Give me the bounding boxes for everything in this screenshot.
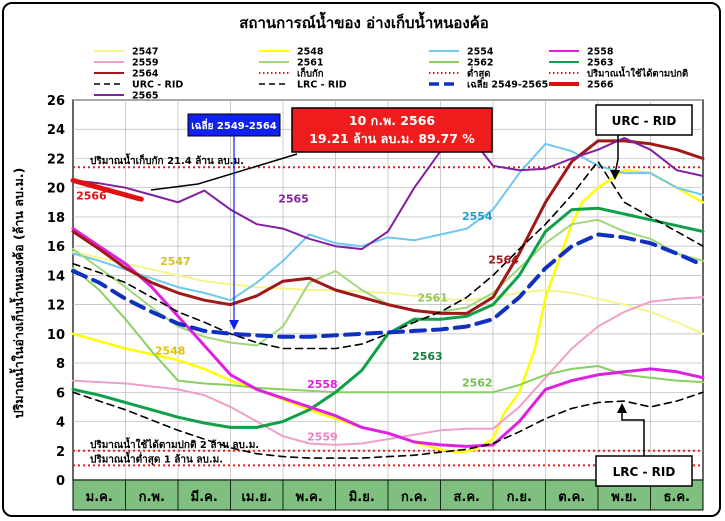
x-tick-label: พ.ค.	[296, 490, 323, 505]
legend-label: ต่ำสุด	[467, 66, 490, 80]
series-labels: 2566 2565 2554 2547 2564 2561 2548 2563 2558 2562…	[76, 189, 519, 443]
current-date-text: 10 ก.พ. 2566	[349, 113, 435, 128]
chart-title: สถานการณ์น้ำของ อ่างเก็บน้ำหนองค้อ	[239, 11, 489, 32]
series-line-2562	[72, 267, 704, 394]
average-arrowhead	[229, 320, 239, 330]
series-line-2558	[71, 227, 705, 448]
current-value-box	[291, 107, 493, 153]
series-label-2558: 2558	[307, 378, 338, 391]
legend-label: 2554	[467, 47, 494, 58]
reference-line-label: ปริมาณน้ำใช้ได้ตามปกติ 2 ล้าน ลบ.ม.	[90, 437, 259, 451]
y-tick-label: 0	[56, 474, 65, 489]
urc-pointer	[614, 135, 619, 175]
x-tick-label: ส.ค.	[453, 490, 480, 505]
y-tick-label: 16	[47, 240, 65, 255]
x-tick-label: เม.ย.	[241, 490, 272, 505]
lrc-box-text: LRC - RID	[613, 465, 676, 479]
legend-label: 2558	[587, 47, 614, 58]
urc-box	[595, 104, 693, 136]
urc-arrowhead	[610, 170, 620, 180]
reference-lines: ปริมาณน้ำเก็บกัก 21.4 ล้าน ลบ.ม. ปริมาณน้…	[73, 153, 703, 467]
reference-line-label: ปริมาณน้ำเก็บกัก 21.4 ล้าน ลบ.ม.	[90, 153, 244, 167]
legend-label: 2548	[297, 47, 324, 58]
annotations: 10 ก.พ. 2566 19.21 ล้าน ลบ.ม. 89.77 % เฉลี…	[150, 104, 693, 487]
legend-label: 2559	[132, 58, 158, 69]
y-tick-label: 22	[47, 152, 65, 167]
legend-label: 2547	[132, 47, 158, 58]
y-tick-label: 6	[56, 386, 65, 401]
legend-label: 2561	[297, 58, 323, 69]
series-line-2566	[70, 177, 144, 202]
series-line-2554	[72, 142, 704, 302]
x-tick-label: ธ.ค.	[663, 490, 690, 505]
series-label-2561: 2561	[417, 292, 448, 305]
legend-label: 2564	[132, 69, 159, 80]
legend-label: 2565	[132, 91, 158, 102]
y-tick-label: 26	[47, 94, 65, 109]
x-tick-label: ก.ค.	[401, 490, 427, 505]
series-line-2559	[72, 296, 704, 446]
legend-label: 2563	[587, 58, 613, 69]
y-tick-label: 24	[47, 123, 65, 138]
series-label-2563: 2563	[412, 350, 443, 363]
x-tick-label: พ.ย.	[611, 490, 637, 505]
series-line-2547	[72, 251, 704, 335]
x-tick-label: มิ.ย.	[349, 490, 375, 505]
average-label-text: เฉลี่ย 2549-2564	[191, 118, 277, 132]
lrc-pointer	[621, 409, 645, 456]
legend-label: 2562	[467, 58, 493, 69]
callout-connector	[150, 183, 199, 191]
series-line-2564	[71, 139, 705, 315]
y-axis-label: ปริมาณน้ำในอ่างเก็บน้ำหนองค้อ (ล้าน ลบ.ม…	[9, 168, 26, 419]
series-line-2549-2565	[71, 232, 705, 339]
legend-label: LRC - RID	[297, 80, 347, 91]
series-label-2547: 2547	[160, 255, 191, 268]
legend: 2547 2548 2554 2558 2559 2561 2562 2563 2564 เก็บ…	[94, 47, 688, 102]
callout-connector	[197, 153, 298, 185]
legend-label: เก็บกัก	[297, 67, 324, 80]
y-tick-label: 14	[47, 269, 65, 284]
y-tick-label: 4	[56, 416, 65, 431]
reference-line-label: ปริมาณน้ำต่ำสุด 1 ล้าน ลบ.ม.	[90, 451, 223, 465]
series-label-2565: 2565	[278, 192, 309, 205]
legend-label: URC - RID	[132, 80, 183, 91]
series-label-2564: 2564	[488, 254, 519, 267]
y-tick-label: 8	[56, 357, 65, 372]
water-level-chart: สถานการณ์น้ำของ อ่างเก็บน้ำหนองค้อ ปริมา…	[9, 11, 705, 511]
current-volume-text: 19.21 ล้าน ลบ.ม. 89.77 %	[309, 131, 475, 146]
urc-box-text: URC - RID	[612, 114, 677, 128]
x-tick-label: ก.ย.	[507, 490, 532, 505]
x-tick-label: ม.ค.	[86, 490, 113, 505]
series-label-2562: 2562	[462, 376, 493, 389]
series-label-2548: 2548	[155, 344, 186, 357]
y-tick-label: 10	[47, 328, 65, 343]
y-tick-label: 20	[47, 182, 65, 197]
lrc-arrowhead	[617, 403, 627, 413]
series-line-2565	[72, 131, 704, 251]
series-line-LRC-RID	[72, 391, 704, 459]
legend-label: ปริมาณน้ำใช้ได้ตามปกติ	[587, 66, 688, 80]
y-tick-label: 2	[56, 445, 65, 460]
legend-label: เฉลี่ย 2549-2565	[467, 77, 548, 91]
lrc-box	[595, 455, 693, 487]
x-tick-label: ก.พ.	[139, 490, 165, 505]
y-tick-label: 18	[47, 211, 65, 226]
series-label-2554: 2554	[462, 210, 493, 223]
series-label-2566: 2566	[76, 189, 107, 202]
series-lines	[70, 131, 705, 459]
series-label-2559: 2559	[307, 431, 338, 444]
legend-label: 2566	[587, 80, 614, 91]
x-tick-label: ต.ค.	[558, 490, 585, 505]
y-tick-label: 12	[47, 299, 65, 314]
x-tick-label: มี.ค.	[191, 489, 218, 505]
